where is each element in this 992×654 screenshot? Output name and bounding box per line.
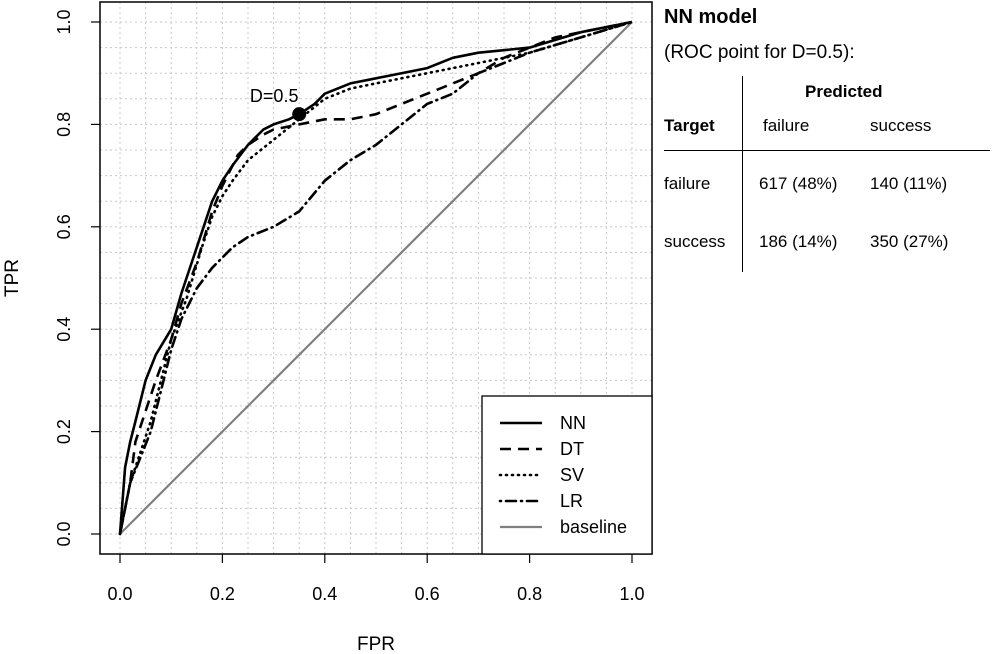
x-axis: 0.0 0.2 0.4 0.6 0.8 1.0 <box>107 554 645 604</box>
marker-layer: D=0.5 <box>250 86 307 122</box>
panel-subtitle: (ROC point for D=0.5): <box>664 42 855 63</box>
legend-label-baseline: baseline <box>560 517 627 537</box>
x-tick-label: 1.0 <box>619 584 644 604</box>
row-header-failure: failure <box>664 174 711 193</box>
legend-label-sv: SV <box>560 465 584 485</box>
series-line-nn <box>118 20 633 535</box>
row-header-success: success <box>664 232 726 251</box>
x-tick-label: 0.6 <box>415 584 440 604</box>
column-header-failure: failure <box>763 116 810 135</box>
target-header: Target <box>664 116 715 135</box>
panel-title: NN model <box>664 6 758 28</box>
cell-failure-failure: 617 (48%) <box>759 174 838 193</box>
plot-frame <box>99 1 653 555</box>
cell-success-failure: 186 (14%) <box>759 232 838 251</box>
y-tick-label: 0.2 <box>54 419 74 444</box>
matrix-divider-horizontal <box>664 150 990 151</box>
legend-label-dt: DT <box>560 439 584 459</box>
legend-label-nn: NN <box>560 413 586 433</box>
confusion-matrix: Predicted Target failure success failure… <box>664 76 990 276</box>
roc-point-label: D=0.5 <box>250 86 299 106</box>
predicted-header: Predicted <box>805 82 883 101</box>
y-tick-label: 1.0 <box>54 9 74 34</box>
series-line-dt <box>118 20 633 535</box>
x-tick-label: 0.0 <box>107 584 132 604</box>
y-axis-title: TPR <box>2 259 23 297</box>
x-axis-title: FPR <box>357 634 395 654</box>
baseline-layer <box>119 21 633 535</box>
roc-point-marker <box>292 107 307 122</box>
x-tick-label: 0.4 <box>312 584 337 604</box>
column-header-success: success <box>870 116 932 135</box>
model-panel: NN model (ROC point for D=0.5): Predicte… <box>664 4 990 284</box>
y-tick-label: 0.0 <box>54 521 74 546</box>
series-layer <box>118 20 634 536</box>
x-tick-label: 0.2 <box>210 584 235 604</box>
legend-label-lr: LR <box>560 491 583 511</box>
y-tick-label: 0.4 <box>54 317 74 342</box>
x-tick-label: 0.8 <box>517 584 542 604</box>
series-line-baseline <box>119 21 633 535</box>
y-axis: 0.0 0.2 0.4 0.6 0.8 1.0 <box>54 9 100 547</box>
cell-failure-success: 140 (11%) <box>870 174 948 193</box>
series-line-sv <box>118 20 634 536</box>
cell-success-success: 350 (27%) <box>870 232 949 251</box>
matrix-divider-vertical <box>742 76 743 272</box>
y-tick-label: 0.6 <box>54 214 74 239</box>
legend: NN DT SV LR baseline <box>481 395 653 555</box>
y-tick-label: 0.8 <box>54 112 74 137</box>
series-line-lr <box>118 20 634 536</box>
